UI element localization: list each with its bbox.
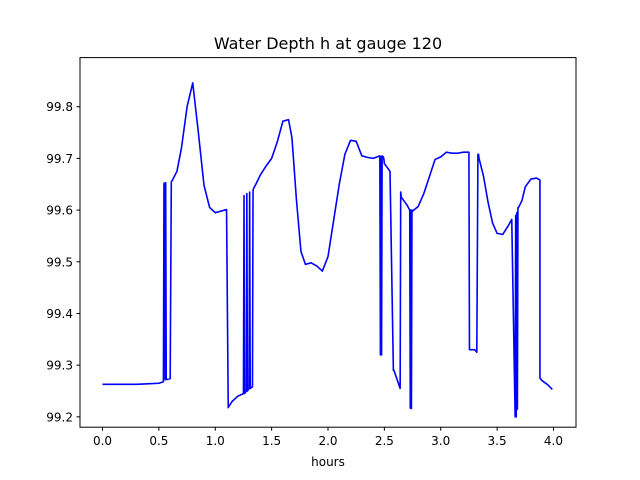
y-tick-label: 99.3 [46, 359, 73, 373]
x-tick-label: 1.5 [262, 434, 281, 448]
chart-title: Water Depth h at gauge 120 [214, 34, 442, 53]
y-tick-label: 99.7 [46, 152, 73, 166]
x-tick-label: 2.5 [375, 434, 394, 448]
x-tick-label: 3.5 [488, 434, 507, 448]
series-layer [102, 82, 553, 418]
series-line [102, 82, 553, 418]
y-tick-label: 99.8 [46, 100, 73, 114]
y-tick-label: 99.5 [46, 255, 73, 269]
x-tick-label: 4.0 [544, 434, 563, 448]
x-tick-label: 0.5 [149, 434, 168, 448]
y-tick-label: 99.4 [46, 307, 73, 321]
x-tick-label: 3.0 [431, 434, 450, 448]
x-tick-label: 0.0 [93, 434, 112, 448]
y-tick-label: 99.2 [46, 410, 73, 424]
y-tick-label: 99.6 [46, 204, 73, 218]
x-axis: 0.0 0.5 1.0 1.5 2.0 2.5 3.0 3.5 4.0 [93, 427, 563, 448]
x-axis-label: hours [311, 455, 345, 469]
x-tick-label: 1.0 [206, 434, 225, 448]
y-axis: 99.2 99.3 99.4 99.5 99.6 99.7 99.8 [46, 100, 80, 424]
x-tick-label: 2.0 [318, 434, 337, 448]
